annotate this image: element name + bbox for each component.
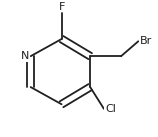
Text: F: F [58, 2, 65, 12]
Text: N: N [21, 51, 30, 61]
Text: Cl: Cl [105, 104, 116, 114]
Text: Br: Br [139, 36, 152, 46]
